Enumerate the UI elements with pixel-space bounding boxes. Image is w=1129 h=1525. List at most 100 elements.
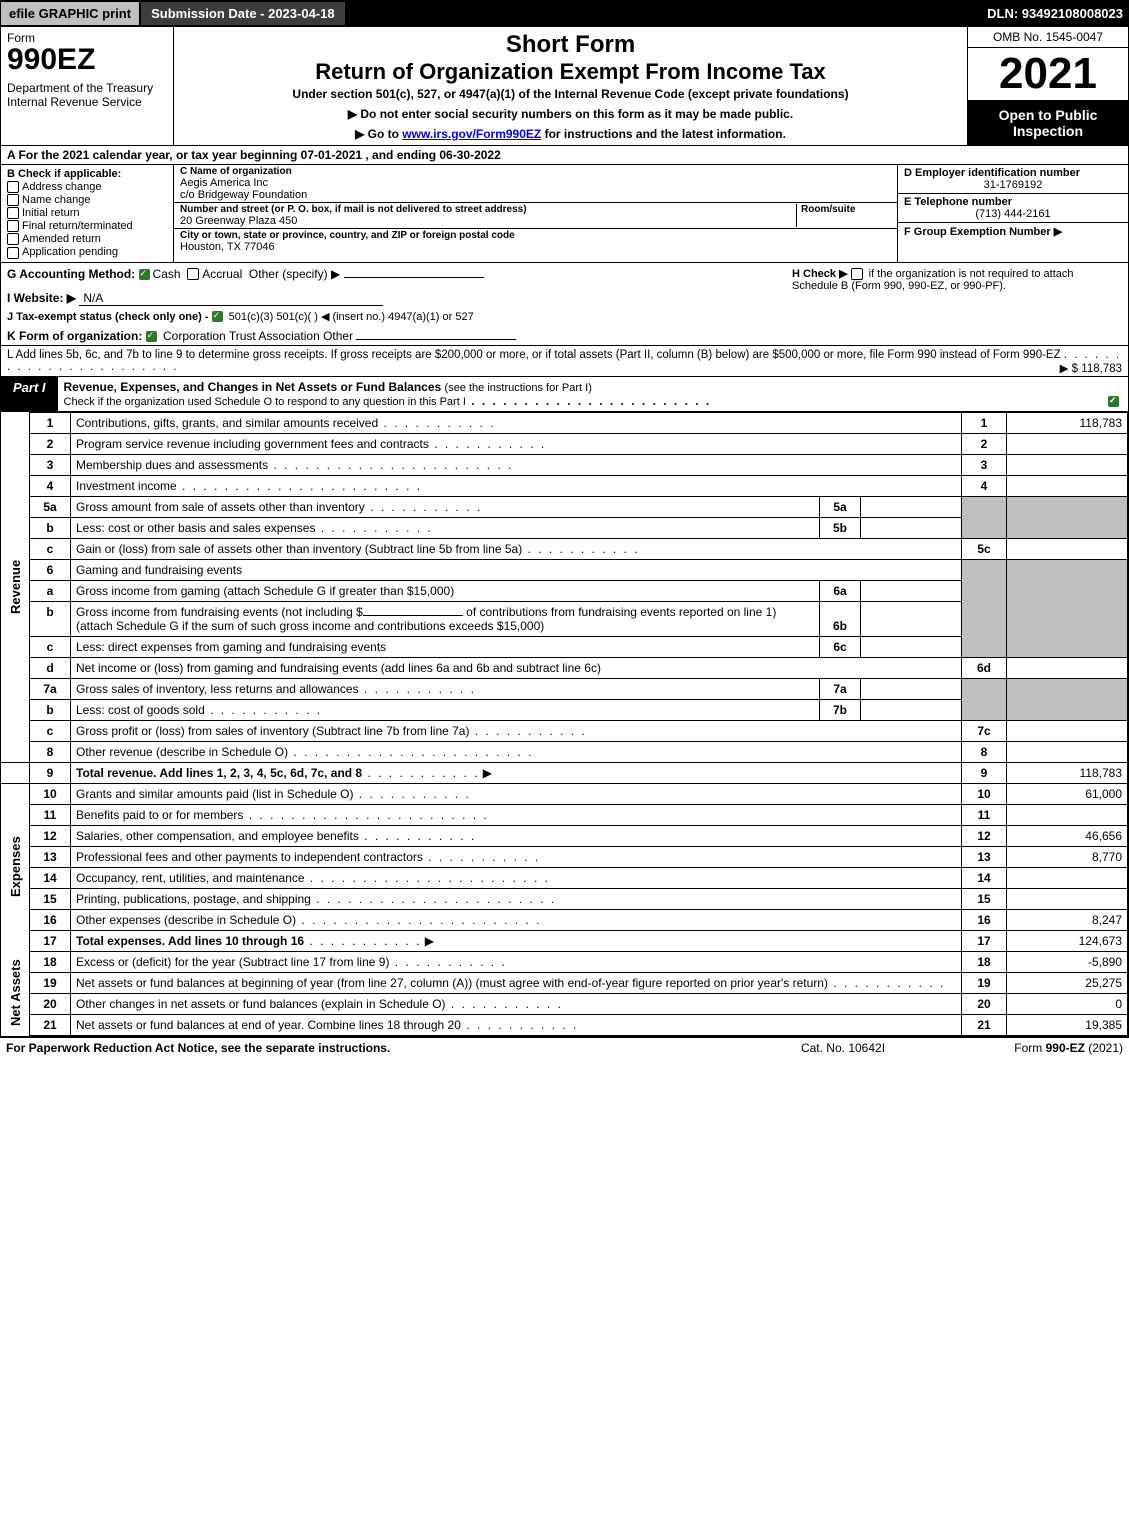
l15-n: 15 [30, 888, 71, 909]
row-j-opts: 501(c)(3) 501(c)( ) ◀ (insert no.) 4947(… [229, 311, 474, 323]
footer-mid: Cat. No. 10642I [743, 1041, 943, 1055]
l9-nc: 9 [962, 762, 1007, 783]
chk-cash-icon [139, 269, 150, 280]
chk-corp-icon [146, 331, 157, 342]
l6a-d: Gross income from gaming (attach Schedul… [71, 580, 820, 601]
form-header: Form 990EZ Department of the Treasury In… [1, 27, 1128, 146]
l8-d: Other revenue (describe in Schedule O) [71, 741, 962, 762]
website-value: N/A [79, 291, 383, 306]
l5c-d: Gain or (loss) from sale of assets other… [71, 538, 962, 559]
sec-c-left: C Name of organization Aegis America Inc… [174, 165, 898, 262]
l5b-bv [861, 517, 962, 538]
street-block: Number and street (or P. O. box, if mail… [174, 203, 897, 229]
l21-nc: 21 [962, 1014, 1007, 1035]
row-g-h: G Accounting Method: Cash Accrual Other … [1, 263, 1128, 327]
l19-a: 25,275 [1007, 972, 1128, 993]
l5c-a [1007, 538, 1128, 559]
l5b-bn: 5b [820, 517, 861, 538]
irs-link[interactable]: www.irs.gov/Form990EZ [402, 127, 541, 141]
chk-accrual[interactable] [187, 268, 199, 280]
org-name-2: c/o Bridgeway Foundation [180, 189, 891, 201]
form-990ez: Form 990EZ Department of the Treasury In… [0, 26, 1129, 1037]
subtitle-2b: ▶ Go to www.irs.gov/Form990EZ for instru… [182, 127, 959, 141]
l21-n: 21 [30, 1014, 71, 1035]
street-value: 20 Greenway Plaza 450 [180, 215, 796, 227]
l21-a: 19,385 [1007, 1014, 1128, 1035]
l10-d: Grants and similar amounts paid (list in… [71, 783, 962, 804]
short-form-title: Short Form [182, 31, 959, 59]
dln-label: DLN: 93492108008023 [987, 6, 1129, 21]
street-label: Number and street (or P. O. box, if mail… [180, 204, 796, 215]
l10-nc: 10 [962, 783, 1007, 804]
l16-n: 16 [30, 909, 71, 930]
l3-n: 3 [30, 454, 71, 475]
part-1-label: Part I [1, 377, 58, 411]
l1-a: 118,783 [1007, 412, 1128, 433]
row-j: J Tax-exempt status (check only one) - 5… [7, 310, 792, 323]
l1-n: 1 [30, 412, 71, 433]
l6-grey [962, 559, 1007, 657]
side-net-assets: Net Assets [1, 951, 30, 1035]
l5b-n: b [30, 517, 71, 538]
l19-n: 19 [30, 972, 71, 993]
l16-d: Other expenses (describe in Schedule O) [71, 909, 962, 930]
open-public: Open to Public Inspection [968, 101, 1128, 145]
row-l-text: L Add lines 5b, 6c, and 7b to line 9 to … [7, 349, 1061, 361]
l17-n: 17 [30, 930, 71, 951]
l2-d: Program service revenue including govern… [71, 433, 962, 454]
l15-d: Printing, publications, postage, and shi… [71, 888, 962, 909]
l13-nc: 13 [962, 846, 1007, 867]
g-other: Other (specify) ▶ [249, 267, 340, 281]
l5-grey [962, 496, 1007, 538]
chk-address[interactable]: Address change [7, 181, 167, 193]
tax-year: 2021 [968, 48, 1128, 101]
l20-nc: 20 [962, 993, 1007, 1014]
side-revenue: Revenue [1, 412, 30, 762]
l13-a: 8,770 [1007, 846, 1128, 867]
l14-d: Occupancy, rent, utilities, and maintena… [71, 867, 962, 888]
row-a-tax-year: A For the 2021 calendar year, or tax yea… [1, 146, 1128, 165]
l18-a: -5,890 [1007, 951, 1128, 972]
l6c-d: Less: direct expenses from gaming and fu… [71, 636, 820, 657]
chk-pending[interactable]: Application pending [7, 246, 167, 258]
chk-501c3-icon [212, 311, 223, 322]
chk-amended[interactable]: Amended return [7, 233, 167, 245]
chk-final[interactable]: Final return/terminated [7, 220, 167, 232]
chk-initial[interactable]: Initial return [7, 207, 167, 219]
l14-a [1007, 867, 1128, 888]
org-name-block: C Name of organization Aegis America Inc… [174, 165, 897, 203]
footer-right: Form 990-EZ (2021) [943, 1041, 1123, 1055]
section-b: B Check if applicable: Address change Na… [1, 165, 174, 262]
l17-d: Total expenses. Add lines 10 through 16 … [71, 930, 962, 951]
l2-nc: 2 [962, 433, 1007, 454]
page-footer: For Paperwork Reduction Act Notice, see … [0, 1037, 1129, 1058]
l6c-n: c [30, 636, 71, 657]
l8-n: 8 [30, 741, 71, 762]
l6d-d: Net income or (loss) from gaming and fun… [71, 657, 962, 678]
h-label: H Check ▶ [792, 268, 848, 280]
l7-grey [962, 678, 1007, 720]
l17-a: 124,673 [1007, 930, 1128, 951]
l6d-nc: 6d [962, 657, 1007, 678]
efile-print-button[interactable]: efile GRAPHIC print [0, 1, 140, 26]
l7b-d: Less: cost of goods sold [71, 699, 820, 720]
ein-label: D Employer identification number [904, 167, 1122, 179]
side-expenses: Expenses [1, 783, 30, 951]
l20-d: Other changes in net assets or fund bala… [71, 993, 962, 1014]
l6c-bv [861, 636, 962, 657]
l10-n: 10 [30, 783, 71, 804]
l18-n: 18 [30, 951, 71, 972]
l8-a [1007, 741, 1128, 762]
city-value: Houston, TX 77046 [180, 241, 891, 253]
i-label: I Website: ▶ [7, 291, 76, 305]
l6d-a [1007, 657, 1128, 678]
chk-h[interactable] [851, 268, 863, 280]
chk-name[interactable]: Name change [7, 194, 167, 206]
l12-a: 46,656 [1007, 825, 1128, 846]
subtitle-1: Under section 501(c), 527, or 4947(a)(1)… [182, 87, 959, 101]
footer-left: For Paperwork Reduction Act Notice, see … [6, 1041, 743, 1055]
l19-d: Net assets or fund balances at beginning… [71, 972, 962, 993]
l7c-d: Gross profit or (loss) from sales of inv… [71, 720, 962, 741]
submission-date: Submission Date - 2023-04-18 [140, 1, 346, 26]
l14-n: 14 [30, 867, 71, 888]
